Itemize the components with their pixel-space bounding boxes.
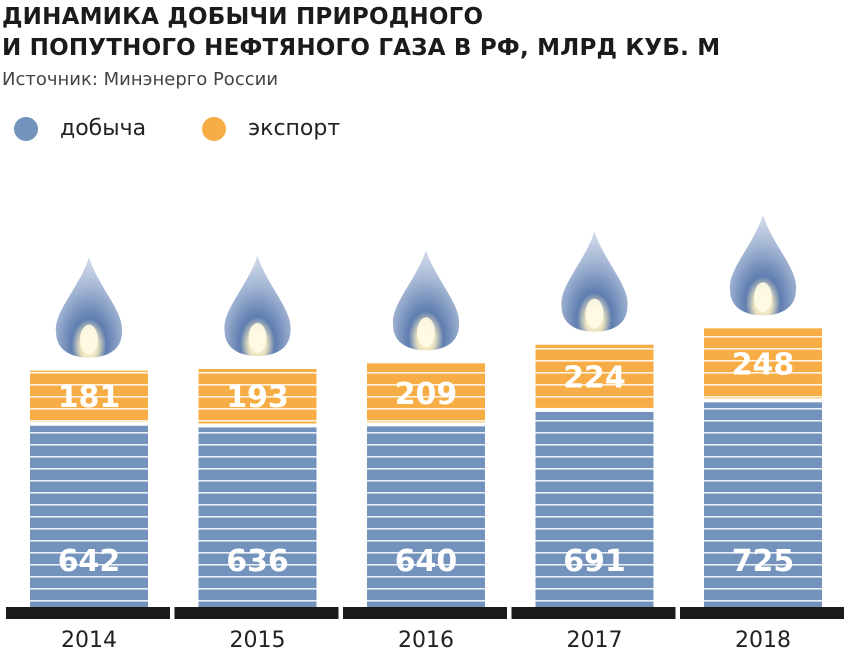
data-label-export-2018: 248 (732, 347, 795, 382)
legend-label-export: экспорт (248, 116, 341, 141)
tick-label-2014: 2014 (61, 628, 117, 653)
legend-item-export: экспорт (202, 116, 340, 141)
data-label-export-2016: 209 (395, 377, 458, 412)
bar-export-stripes-2018 (704, 328, 822, 399)
chart-legend: добыча экспорт (14, 116, 396, 141)
chart-title-line-1: ДИНАМИКА ДОБЫЧИ ПРИРОДНОГО (2, 4, 484, 30)
data-label-production-2015: 636 (226, 544, 289, 579)
data-label-export-2014: 181 (58, 380, 121, 415)
tick-label-2015: 2015 (230, 628, 286, 653)
baseline-segment-2016 (343, 607, 507, 619)
bar-production-stripes-2016 (367, 426, 485, 607)
gas-flame-icon (55, 257, 123, 358)
data-label-production-2016: 640 (395, 544, 458, 579)
legend-swatch-export (202, 116, 227, 141)
legend-swatch-production (14, 116, 38, 141)
baseline-segment-2018 (680, 607, 844, 619)
bar-export-stripes-2017 (535, 344, 654, 408)
chart-source: Источник: Минэнерго России (2, 69, 279, 90)
legend-item-production: добыча (14, 116, 146, 141)
bar-production-stripes-2018 (704, 402, 822, 607)
gas-flame-core-icon (417, 317, 435, 348)
bar-export-stripes-2016 (367, 363, 485, 423)
data-label-production-2018: 725 (732, 544, 795, 579)
data-label-production-2014: 642 (58, 544, 121, 579)
bar-production-stripes-2014 (30, 425, 148, 607)
gas-flame-icon (561, 231, 628, 332)
tick-label-2017: 2017 (567, 628, 623, 653)
baseline-segment-2015 (174, 607, 339, 619)
legend-label-production: добыча (60, 116, 147, 141)
gas-flame-icon (729, 215, 797, 316)
data-label-production-2017: 691 (563, 544, 626, 579)
tick-label-2016: 2016 (398, 628, 454, 653)
bar-production-stripes-2017 (535, 411, 654, 607)
bar-export-stripes-2015 (198, 368, 317, 424)
bar-export-stripes-2014 (30, 370, 148, 422)
baseline-segment-2014 (6, 607, 170, 619)
gas-flame-core-icon (80, 324, 98, 355)
gas-flame-icon (392, 250, 460, 351)
gas-flame-core-icon (248, 322, 267, 353)
gas-flame-icon (224, 255, 291, 356)
bar-production-stripes-2015 (198, 427, 317, 607)
data-label-export-2017: 224 (563, 360, 626, 395)
gas-flame-core-icon (754, 282, 772, 313)
chart-title: ДИНАМИКА ДОБЫЧИ ПРИРОДНОГО И ПОПУТНОГО Н… (2, 2, 720, 64)
chart-title-line-2: И ПОПУТНОГО НЕФТЯНОГО ГАЗА В РФ, МЛРД КУ… (2, 35, 721, 61)
tick-label-2018: 2018 (735, 628, 791, 653)
baseline-segment-2017 (511, 607, 676, 619)
gas-flame-core-icon (585, 298, 604, 329)
data-label-export-2015: 193 (226, 380, 289, 415)
